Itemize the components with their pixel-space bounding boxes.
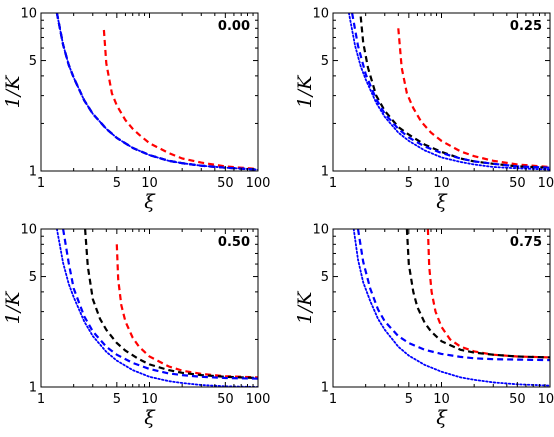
x-tick-label-2-1: 5 [113,392,121,407]
y-axis-label-0: 1/K [2,74,24,108]
series-line-2-1 [84,229,258,380]
series-line-3-1 [405,229,550,359]
series-line-3-3 [352,229,550,387]
series-line-1-2 [351,13,550,169]
x-tick-label-0-0: 1 [37,176,45,191]
y-tick-label-2-1: 5 [29,270,37,285]
x-tick-label-0-4: 100 [246,176,271,191]
y-tick-label-0-2: 10 [20,7,37,22]
y-tick-label-1-2: 10 [312,7,329,22]
series-line-1-0 [397,28,550,169]
x-tick-label-1-4: 100 [538,176,554,191]
x-tick-label-2-0: 1 [37,392,45,407]
x-axis-label-2: ξ [144,407,156,429]
x-axis-label-1: ξ [436,191,448,213]
panel-label-0: 0.00 [218,19,250,34]
y-tick-label-1-1: 5 [321,54,329,69]
panel-label-3: 0.75 [510,235,542,250]
y-axis-label-3: 1/K [294,290,316,324]
x-axis-label-0: ξ [144,191,156,213]
y-axis-label-1: 1/K [294,74,316,108]
y-tick-label-3-2: 10 [312,223,329,238]
y-tick-label-0-0: 1 [29,165,37,180]
plot-frame-3 [332,228,551,388]
series-line-1-3 [347,13,550,171]
y-tick-label-2-0: 1 [29,381,37,396]
x-tick-label-3-2: 10 [433,392,450,407]
plot-frame-1 [332,12,551,172]
x-tick-label-0-3: 50 [217,176,234,191]
series-line-0-3 [56,13,258,171]
x-tick-label-3-0: 1 [329,392,337,407]
series-line-1-1 [359,16,550,169]
series-line-3-0 [426,229,550,359]
x-tick-label-0-2: 10 [141,176,158,191]
panel-label-1: 0.25 [510,19,542,34]
y-tick-label-3-0: 1 [321,381,329,396]
y-tick-label-0-1: 5 [29,54,37,69]
x-tick-label-2-4: 100 [246,392,271,407]
x-tick-label-1-3: 50 [509,176,526,191]
y-tick-label-2-2: 10 [20,223,37,238]
x-tick-label-3-1: 5 [405,392,413,407]
x-axis-label-3: ξ [436,407,448,429]
panel-label-2: 0.50 [218,235,250,250]
plot-frame-0 [40,12,259,172]
x-tick-label-2-3: 50 [217,392,234,407]
x-tick-label-3-3: 50 [509,392,526,407]
plot-frame-2 [40,228,259,388]
series-line-2-3 [56,229,258,387]
x-tick-label-0-1: 5 [113,176,121,191]
x-tick-label-2-2: 10 [141,392,158,407]
x-tick-label-3-4: 100 [538,392,554,407]
series-line-2-0 [115,244,258,379]
x-tick-label-1-1: 5 [405,176,413,191]
series-line-2-2 [62,229,258,380]
x-tick-label-1-2: 10 [433,176,450,191]
y-tick-label-1-0: 1 [321,165,329,180]
y-tick-label-3-1: 5 [321,270,329,285]
x-tick-label-1-0: 1 [329,176,337,191]
series-line-0-0 [102,29,258,171]
series-line-3-2 [356,229,550,362]
y-axis-label-2: 1/K [2,290,24,324]
